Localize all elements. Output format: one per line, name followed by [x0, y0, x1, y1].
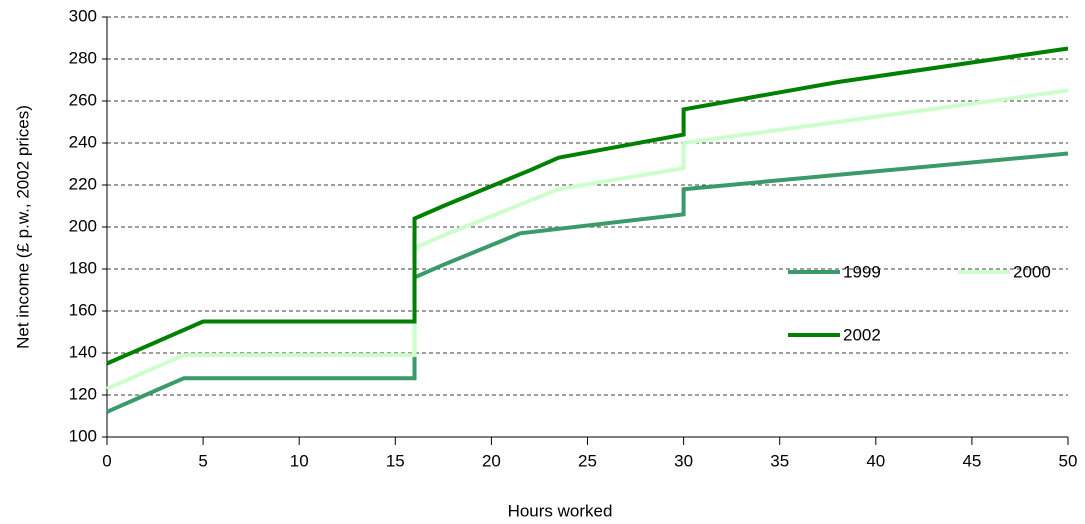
x-tick-label: 25: [578, 451, 597, 470]
y-axis-label: Net income (£ p.w., 2002 prices): [13, 105, 32, 349]
x-tick-label: 50: [1059, 451, 1078, 470]
y-tick-label: 180: [69, 258, 97, 277]
legend-label: 2000: [1013, 262, 1051, 281]
x-tick-label: 20: [482, 451, 501, 470]
x-axis-label: Hours worked: [508, 501, 613, 520]
legend-label: 2002: [843, 325, 881, 344]
x-tick-label: 15: [386, 451, 405, 470]
y-tick-label: 300: [69, 6, 97, 25]
y-tick-label: 160: [69, 300, 97, 319]
y-tick-label: 100: [69, 426, 97, 445]
y-tick-label: 200: [69, 216, 97, 235]
y-tick-label: 280: [69, 48, 97, 67]
legend-label: 1999: [843, 262, 881, 281]
y-tick-label: 140: [69, 342, 97, 361]
x-tick-label: 30: [674, 451, 693, 470]
x-tick-label: 35: [770, 451, 789, 470]
x-tick-label: 45: [962, 451, 981, 470]
line: [106, 151, 1069, 414]
x-tick-label: 5: [198, 451, 207, 470]
x-tick-label: 40: [866, 451, 885, 470]
x-tick-label: 10: [290, 451, 309, 470]
y-tick-label: 240: [69, 132, 97, 151]
line: [106, 46, 1069, 366]
x-tick-label: 0: [102, 451, 111, 470]
line: [106, 88, 1069, 391]
y-tick-label: 120: [69, 384, 97, 403]
y-tick-label: 220: [69, 174, 97, 193]
y-tick-label: 260: [69, 90, 97, 109]
